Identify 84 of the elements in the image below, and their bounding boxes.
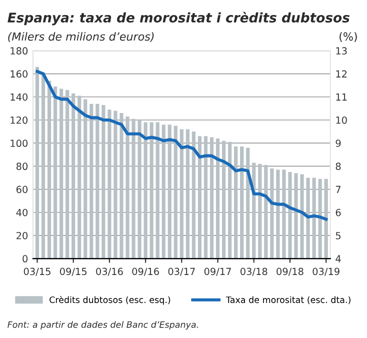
y-tick-label: 20 [16, 232, 28, 240]
bar [288, 172, 292, 259]
y-tick-label: 40 [16, 208, 28, 216]
bar [282, 170, 286, 259]
bar [84, 99, 88, 259]
bar [138, 120, 142, 259]
y2-tick-label: 5 [336, 232, 340, 240]
bar [306, 178, 310, 259]
bar [53, 86, 58, 259]
bar [258, 164, 262, 259]
y-tick-label: 0 [22, 255, 28, 262]
bar [66, 90, 70, 259]
y2-tick-label: 9 [336, 140, 341, 147]
legend-label: Taxa de morositat (esc. dta.) [226, 296, 350, 304]
bar [120, 113, 124, 259]
bar [192, 132, 196, 259]
y2-tick-label: 7 [336, 186, 341, 193]
bar [114, 110, 118, 259]
x-tick-label: 03/15 [24, 268, 50, 276]
bar [72, 93, 76, 259]
x-tick-label: 09/17 [204, 268, 231, 276]
chart-subtitle: (Milers de milions d’euros) [8, 32, 154, 42]
bar [108, 110, 112, 259]
bar [294, 173, 298, 259]
y-tick-label: 180 [10, 47, 28, 55]
bar [198, 136, 202, 259]
bar [90, 104, 94, 259]
y-tick-label: 100 [10, 140, 28, 147]
y2-tick-label: 8 [336, 162, 341, 170]
bar [47, 80, 52, 259]
x-tick-label: 03/19 [312, 268, 340, 276]
x-tick-label: 09/15 [60, 268, 87, 276]
bar [324, 178, 328, 259]
x-tick-label: 09/16 [132, 268, 159, 276]
bar [240, 146, 244, 259]
bar [300, 174, 304, 259]
bar [216, 138, 220, 259]
bar [234, 146, 238, 259]
y2-tick-label: 12 [336, 70, 347, 78]
bar [156, 122, 160, 259]
bar [312, 178, 316, 259]
bar [186, 129, 190, 259]
y-tick-label: 80 [16, 162, 28, 170]
y2-tick-label: 11 [336, 94, 347, 101]
y2-tick-label: 4 [336, 255, 341, 262]
bar [204, 136, 208, 259]
bar [132, 118, 136, 259]
bar [96, 104, 100, 259]
x-tick-label: 03/16 [96, 268, 123, 276]
bar [168, 124, 172, 259]
bar [174, 126, 178, 259]
bar [150, 122, 154, 259]
y2-tick-label: 10 [336, 116, 347, 124]
bar [210, 137, 214, 259]
bar [246, 148, 250, 259]
bar [180, 129, 184, 259]
x-tick-label: 03/18 [240, 268, 268, 276]
bar [102, 104, 106, 259]
y-tick-label: 120 [10, 116, 28, 124]
bar [78, 96, 82, 259]
y-tick-label: 140 [10, 93, 28, 101]
bar [60, 88, 64, 259]
bar [126, 116, 130, 259]
bar [35, 66, 40, 259]
x-tick-label: 03/17 [168, 268, 195, 276]
bar [318, 178, 322, 259]
legend-label: Crèdits dubtosos (esc. esq.) [50, 296, 170, 305]
line-series [36, 70, 328, 221]
bar [228, 142, 232, 259]
y2-tick-label: 13 [336, 47, 347, 55]
bar [162, 124, 166, 259]
bar [41, 72, 46, 259]
text: Font: a partir de dades del Banc d’Espanya. [8, 321, 198, 330]
chart-title: Espanya: taxa de morositat i crèdits dubtosos [8, 12, 350, 26]
y-tick-label: 160 [10, 70, 28, 78]
bar [144, 122, 148, 259]
bar [276, 170, 280, 259]
x-tick-label: 09/18 [276, 268, 304, 276]
bar [222, 140, 226, 259]
bar [264, 165, 268, 259]
y2-axis-title: (%) [340, 32, 357, 42]
y2-tick-label: 6 [336, 208, 341, 216]
bar [270, 168, 274, 259]
y-tick-label: 60 [16, 186, 28, 194]
